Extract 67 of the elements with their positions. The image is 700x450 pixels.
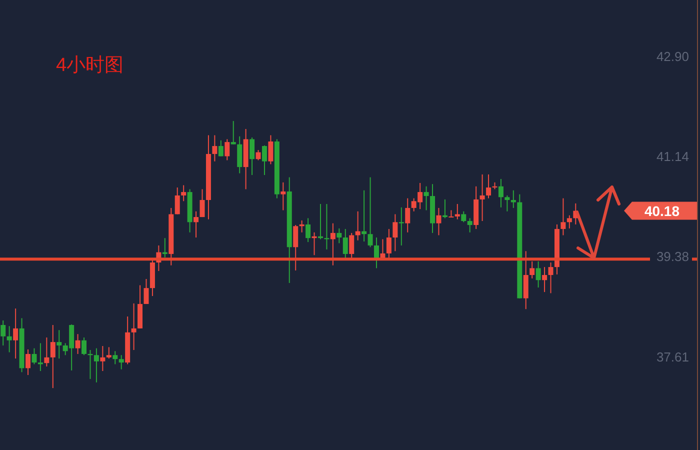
candlestick — [454, 203, 460, 220]
candlestick — [212, 134, 218, 162]
candlestick — [181, 184, 186, 202]
candlestick — [280, 182, 286, 211]
candlestick — [448, 210, 454, 218]
candlestick — [194, 210, 199, 238]
candlestick — [530, 260, 535, 279]
candlestick — [0, 320, 6, 346]
candlestick — [293, 224, 298, 271]
candlestick — [424, 186, 429, 211]
candlestick — [368, 176, 373, 248]
candlestick — [498, 178, 504, 208]
candlestick — [237, 136, 242, 174]
candlestick — [392, 214, 398, 252]
candlestick — [200, 188, 205, 218]
candlestick — [82, 337, 87, 356]
candlestick — [256, 150, 261, 161]
candlestick — [349, 232, 354, 258]
candlestick — [131, 302, 136, 350]
candlestick — [13, 308, 18, 360]
candlestick — [330, 222, 336, 266]
candlestick — [374, 237, 380, 269]
candlestick — [118, 354, 124, 370]
candlestick — [32, 348, 37, 365]
candlestick — [306, 218, 311, 243]
candlestick — [467, 218, 472, 233]
candlestick — [560, 198, 566, 236]
candlestick — [504, 194, 510, 212]
candlestick — [262, 144, 267, 176]
candlestick — [436, 207, 442, 236]
y-tick-label: 39.38 — [656, 248, 689, 264]
candlestick — [405, 198, 410, 233]
candlestick — [336, 228, 342, 244]
candlestick — [174, 187, 180, 215]
candlestick — [250, 137, 255, 176]
candlestick — [56, 330, 62, 360]
candlestick — [100, 346, 106, 372]
candlestick — [461, 210, 466, 223]
candlestick — [342, 228, 348, 258]
candlestick — [480, 174, 485, 222]
candlestick — [75, 334, 80, 354]
candlestick — [548, 262, 554, 294]
annotation: 40.18 — [644, 202, 680, 219]
y-tick-label: 37.61 — [656, 349, 689, 364]
candlestick — [112, 350, 118, 365]
candlestick — [510, 190, 516, 208]
candlestick — [26, 348, 31, 376]
candlestick — [106, 346, 112, 360]
candlestick — [566, 214, 572, 229]
candlestick — [6, 326, 12, 353]
text: 4小时图 — [56, 55, 124, 76]
candlestick — [218, 140, 224, 157]
candlestick — [268, 134, 274, 165]
candlestick — [230, 120, 236, 145]
candlestick — [523, 250, 528, 310]
candlestick — [536, 260, 541, 288]
candlestick — [386, 228, 392, 258]
candlestick — [224, 138, 230, 161]
candlestick — [144, 278, 149, 304]
y-tick-label: 42.90 — [656, 48, 689, 64]
candlestick — [486, 174, 492, 199]
candlestick — [398, 206, 404, 246]
candlestick — [94, 348, 99, 383]
candlestick — [50, 324, 56, 389]
candlestick — [542, 266, 548, 293]
candlestick — [44, 337, 50, 367]
y-tick-label: 41.14 — [656, 148, 689, 164]
